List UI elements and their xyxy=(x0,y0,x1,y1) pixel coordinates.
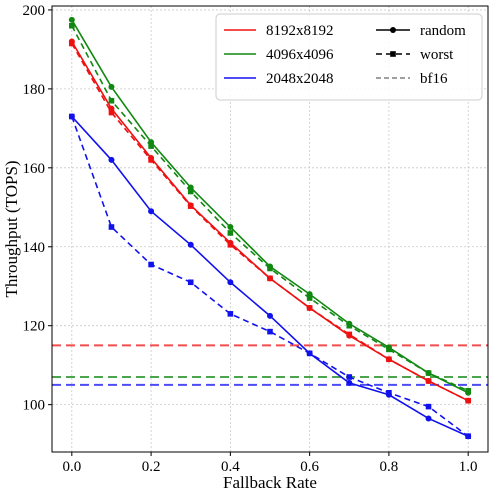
data-point-square xyxy=(267,328,273,335)
legend-label: random xyxy=(420,23,466,39)
legend-marker-circle xyxy=(390,27,396,33)
data-point-square xyxy=(306,295,313,301)
data-point-circle xyxy=(267,312,273,319)
data-point-square xyxy=(425,403,432,410)
legend-label: 2048x2048 xyxy=(266,71,334,87)
data-point-square xyxy=(148,143,154,149)
data-point-square xyxy=(386,346,392,353)
data-point-square xyxy=(346,331,353,338)
data-point-square xyxy=(148,157,154,163)
series-line-2048x2048-worst xyxy=(71,116,469,437)
data-point-square xyxy=(425,370,432,376)
x-axis-ticks: 0.0 0.2 0.4 0.6 0.8 1.0 xyxy=(62,452,478,475)
data-point-square xyxy=(108,224,115,230)
data-point-circle xyxy=(227,279,234,286)
data-point-square xyxy=(386,356,392,363)
y-tick-label: 140 xyxy=(23,240,46,256)
data-point-circle xyxy=(346,379,353,386)
data-point-square xyxy=(108,97,115,104)
y-tick-label: 120 xyxy=(23,319,46,335)
x-tick-label: 0.0 xyxy=(62,459,81,475)
plot-frame xyxy=(51,5,489,453)
data-point-circle xyxy=(148,208,155,215)
data-series xyxy=(68,16,472,440)
x-axis-label: Fallback Rate xyxy=(223,473,317,492)
data-point-square xyxy=(346,374,353,380)
data-point-circle xyxy=(108,83,115,90)
x-tick-label: 0.8 xyxy=(380,459,399,475)
data-point-square xyxy=(386,389,392,396)
data-point-square xyxy=(465,433,471,440)
data-point-square xyxy=(306,350,313,357)
data-point-circle xyxy=(227,224,234,231)
data-point-square xyxy=(346,322,353,329)
legend-label: 4096x4096 xyxy=(266,47,334,63)
x-tick-label: 1.0 xyxy=(459,459,478,475)
data-point-circle xyxy=(68,16,75,23)
data-point-circle xyxy=(425,415,432,422)
y-tick-label: 200 xyxy=(23,3,46,19)
bf16-baselines xyxy=(52,344,488,386)
data-point-square xyxy=(425,378,432,384)
data-point-square xyxy=(227,230,234,236)
data-point-square xyxy=(227,311,234,317)
y-axis-label: Throughput (TOPS) xyxy=(2,160,21,297)
data-point-square xyxy=(465,388,471,394)
data-point-square xyxy=(306,305,313,311)
data-point-circle xyxy=(187,241,194,248)
data-point-square xyxy=(465,397,471,404)
legend-box xyxy=(215,13,483,101)
y-tick-label: 160 xyxy=(23,161,46,177)
y-axis-ticks: 100 120 140 160 180 200 xyxy=(23,3,52,414)
data-point-square xyxy=(69,113,75,120)
series-line-8192x8192-worst xyxy=(71,43,469,402)
data-point-square xyxy=(267,275,273,282)
data-point-square xyxy=(69,40,75,47)
legend-marker-square xyxy=(390,51,396,57)
legend: 8192x8192 4096x4096 2048x2048 random worst bf… xyxy=(215,13,483,101)
y-tick-label: 100 xyxy=(23,398,46,414)
data-point-square xyxy=(108,109,115,116)
data-point-square xyxy=(148,261,154,268)
data-point-square xyxy=(227,241,234,248)
data-point-square xyxy=(267,265,273,272)
x-tick-label: 0.6 xyxy=(300,459,319,475)
x-tick-label: 0.2 xyxy=(142,459,161,475)
data-point-square xyxy=(187,188,194,195)
y-tick-label: 180 xyxy=(23,82,46,98)
data-point-circle xyxy=(108,156,115,163)
data-point-square xyxy=(69,22,75,29)
legend-label: 8192x8192 xyxy=(266,23,334,39)
legend-label: worst xyxy=(420,47,454,63)
x-tick-label: 0.4 xyxy=(221,459,240,475)
data-point-square xyxy=(187,279,194,286)
data-point-square xyxy=(187,203,194,209)
legend-label: bf16 xyxy=(420,71,448,87)
